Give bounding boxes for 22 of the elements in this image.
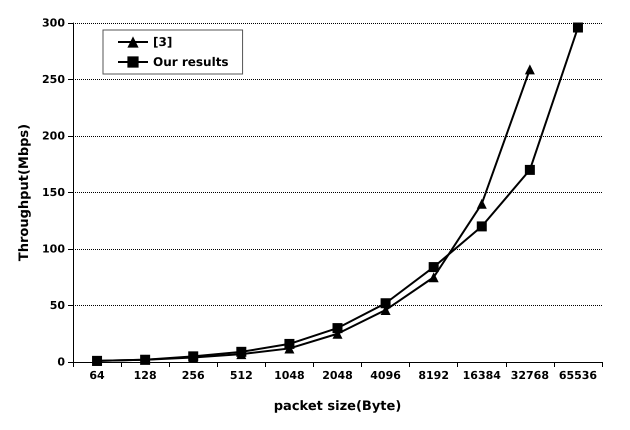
y-tick-label: 50 <box>50 299 66 312</box>
x-tick-label: 8192 <box>418 369 449 382</box>
x-tick-label: 2048 <box>322 369 353 382</box>
x-axis-title: packet size(Byte) <box>274 399 402 414</box>
x-tick-label: 1048 <box>274 369 305 382</box>
y-tick-label: 150 <box>42 186 66 199</box>
y-tick-label: 300 <box>42 16 66 30</box>
x-tick-label: 65536 <box>558 369 598 382</box>
y-tick-label: 250 <box>42 73 66 86</box>
x-tick-label: 4096 <box>370 369 402 382</box>
y-axis-title: Throughput(Mbps) <box>17 124 32 262</box>
y-tick-label: 0 <box>57 356 66 368</box>
y-tick-label: 200 <box>42 130 66 142</box>
x-tick-label: 32768 <box>510 369 550 382</box>
legend-label: Our results <box>153 55 229 69</box>
x-tick-label: 128 <box>134 369 157 382</box>
x-tick-label: 512 <box>230 369 253 382</box>
legend-label: [3] <box>153 35 172 49</box>
x-tick-label: 16384 <box>462 369 502 382</box>
x-tick-label: 256 <box>182 369 206 382</box>
y-tick-label: 100 <box>42 242 66 256</box>
x-tick-label: 64 <box>89 369 106 382</box>
